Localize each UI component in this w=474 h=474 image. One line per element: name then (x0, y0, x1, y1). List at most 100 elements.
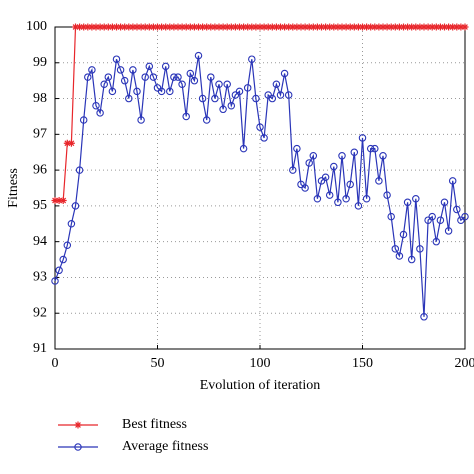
point (248, 55, 256, 63)
y-tick-label: 98 (33, 91, 47, 106)
point (375, 177, 383, 185)
legend-marker (74, 443, 82, 451)
point (457, 23, 465, 31)
point (461, 212, 469, 221)
point (92, 101, 100, 110)
point (125, 23, 133, 31)
point (190, 23, 198, 31)
point (346, 23, 354, 31)
point (157, 87, 166, 96)
point (162, 23, 170, 31)
point (309, 152, 318, 160)
point (88, 23, 96, 31)
point (445, 23, 453, 31)
point (211, 94, 219, 103)
y-tick-label: 91 (33, 341, 47, 356)
point (301, 184, 309, 192)
point (326, 23, 334, 31)
point (223, 80, 231, 88)
point (289, 23, 297, 31)
point (366, 144, 375, 153)
point (252, 94, 260, 103)
point (108, 23, 116, 31)
point (76, 23, 84, 31)
y-tick-label: 99 (33, 55, 47, 70)
point (166, 87, 174, 96)
point (166, 23, 174, 31)
point (96, 109, 104, 117)
point (408, 23, 416, 31)
point (71, 202, 80, 210)
point (116, 66, 125, 74)
point (346, 180, 354, 189)
point (104, 23, 112, 31)
point (428, 23, 436, 31)
point (391, 23, 399, 31)
point (92, 23, 100, 31)
point (322, 23, 330, 31)
point (363, 23, 371, 31)
point (244, 23, 252, 31)
point (190, 76, 199, 85)
point (59, 255, 67, 264)
point (403, 198, 412, 207)
point (137, 116, 145, 124)
point (448, 177, 457, 185)
point (432, 237, 441, 246)
point (211, 23, 219, 31)
point (371, 144, 379, 153)
point (248, 23, 256, 31)
point (215, 23, 223, 31)
point (359, 23, 366, 31)
point (350, 148, 359, 156)
point (227, 23, 235, 31)
point (100, 23, 108, 31)
point (236, 23, 243, 31)
point (395, 23, 403, 31)
point (305, 159, 313, 167)
y-tick-label: 100 (26, 19, 47, 34)
point (391, 245, 400, 253)
point (342, 194, 350, 203)
point (75, 166, 84, 174)
point (104, 73, 113, 81)
point (133, 23, 141, 31)
point (96, 23, 104, 31)
y-tick-label: 93 (33, 270, 47, 285)
point (158, 23, 166, 31)
point (313, 23, 321, 31)
point (149, 23, 157, 31)
point (227, 101, 236, 110)
point (420, 313, 428, 321)
point (432, 23, 440, 31)
point (80, 23, 88, 31)
point (84, 23, 92, 31)
point (194, 51, 203, 60)
point (272, 23, 280, 31)
point (285, 23, 293, 31)
point (178, 23, 186, 31)
point (362, 194, 371, 203)
point (276, 91, 285, 99)
point (453, 205, 461, 214)
x-tick-label: 50 (151, 356, 165, 371)
point (186, 69, 195, 78)
point (436, 23, 444, 31)
point (260, 23, 268, 31)
point (313, 194, 322, 203)
point (453, 23, 461, 31)
legend-label: Average fitness (122, 439, 208, 454)
point (133, 87, 141, 96)
point (84, 73, 92, 81)
point (441, 23, 448, 31)
point (199, 23, 207, 31)
y-tick-label: 95 (33, 198, 47, 213)
point (268, 23, 276, 31)
point (375, 23, 383, 31)
point (383, 191, 391, 199)
point (141, 73, 149, 81)
point (79, 116, 88, 124)
point (178, 80, 186, 88)
point (461, 23, 469, 31)
y-axis-label: Fitness (6, 168, 21, 208)
